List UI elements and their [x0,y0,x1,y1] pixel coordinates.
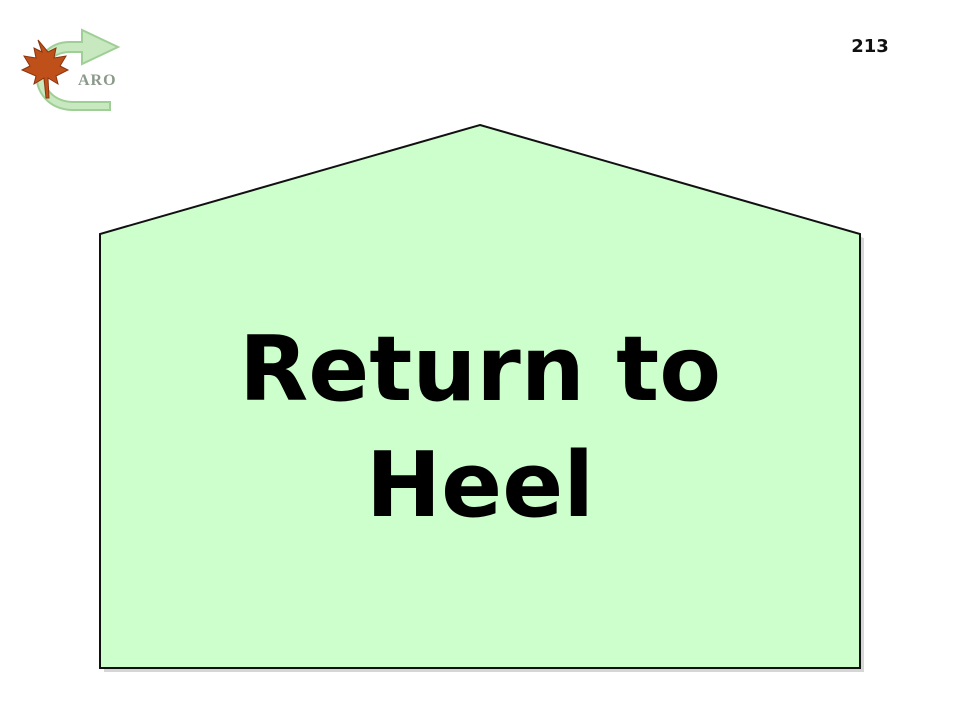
logo-text: ARO [78,72,117,89]
page-number: 213 [851,36,889,57]
maple-leaf-arrow-icon [20,28,121,111]
sign-label: Return to Heel [100,312,860,544]
aro-logo: ARO [12,12,124,116]
sign-line-2: Heel [365,433,595,538]
sign-background [99,123,861,669]
sign-line-1: Return to [238,317,722,422]
